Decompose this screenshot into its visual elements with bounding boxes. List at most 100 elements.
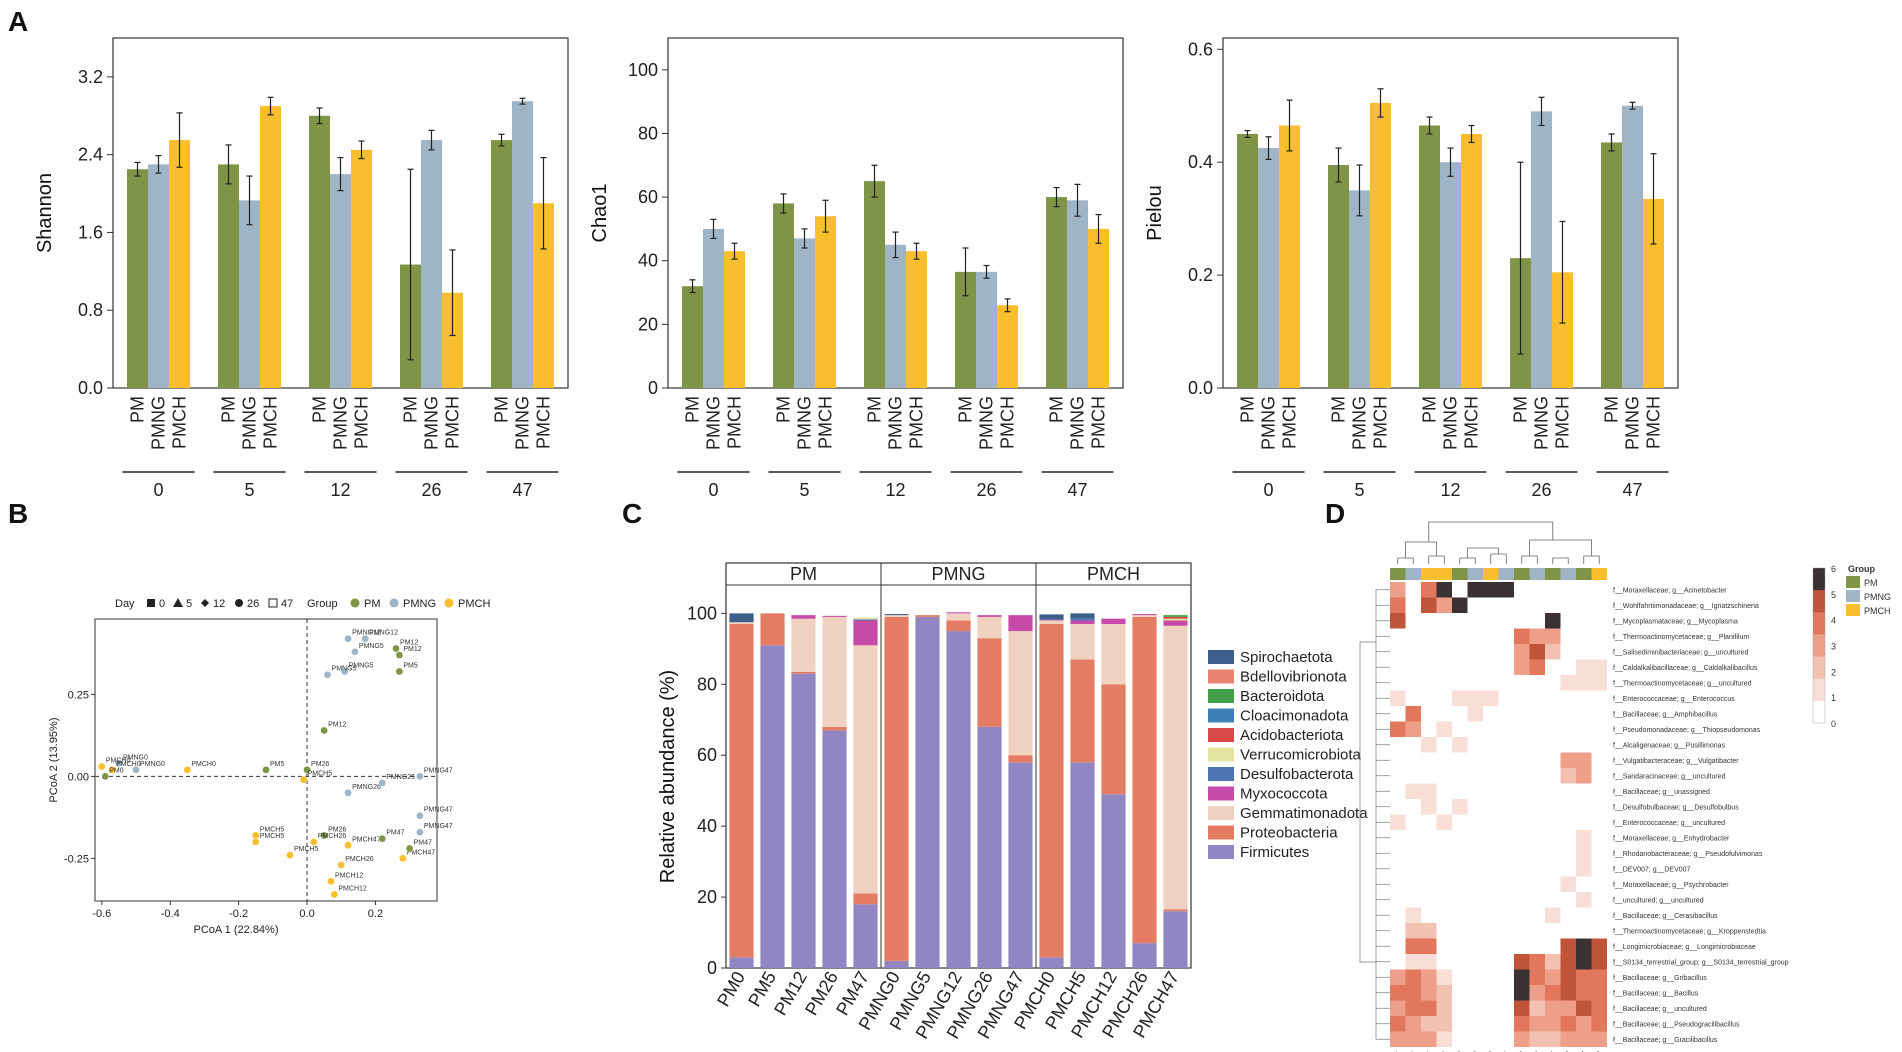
x-group-label: PM — [865, 396, 885, 423]
heatmap-cell — [1514, 1016, 1530, 1032]
bar-pmch — [1461, 133, 1482, 388]
heatmap-cell — [1576, 1016, 1592, 1032]
row-label: f__Bacillaceae; g__Gracilibacillus — [1613, 1037, 1718, 1044]
day-label: 12 — [885, 480, 905, 500]
row-label: f__Salisediminibacteriaceae; g__uncultur… — [1613, 649, 1749, 656]
bar-segment-gemmatimonadota — [1070, 624, 1095, 660]
point-label: PMCH5 — [260, 833, 285, 840]
point-label: PM12 — [328, 721, 346, 728]
chart-stacked-abundance: PM PMNG PMCH 0 20 40 60 80 100 Relative abundance… — [657, 562, 1368, 1042]
bar-segment-proteobacteria — [822, 726, 847, 731]
y-tick-label: 3.2 — [78, 67, 103, 87]
day-label: 26 — [421, 480, 441, 500]
day-label: 5 — [799, 480, 809, 500]
point-label: PM47 — [414, 840, 432, 847]
bar-segment-firmicutes — [791, 673, 816, 968]
bar-segment-bacteroidota — [1163, 615, 1188, 617]
bar-segment-gemmatimonadota — [853, 645, 878, 894]
heatmap-cell — [1421, 985, 1437, 1001]
y-tick-label: 20 — [638, 314, 658, 334]
point-pmng — [344, 634, 352, 643]
heatmap-cell — [1545, 1031, 1561, 1047]
point-pmch — [344, 841, 352, 850]
legend-group-swatch — [1846, 604, 1860, 616]
bar-pmng — [794, 238, 815, 388]
bar-segment-firmicutes — [760, 645, 785, 968]
heatmap-cell — [1405, 923, 1421, 939]
heatmap-cell — [1591, 1000, 1607, 1016]
heatmap-cell — [1560, 1031, 1576, 1047]
bar-pmng — [1258, 148, 1279, 388]
heatmap-cell — [1514, 985, 1530, 1001]
bar-pmch — [1643, 198, 1664, 388]
heatmap-cell — [1560, 954, 1576, 970]
x-group-label: PM — [219, 396, 239, 423]
bar-segment-firmicutes — [1101, 794, 1126, 968]
row-label: f__Vulgatibacteraceae; g__Vulgatibacter — [1613, 758, 1739, 765]
heatmap-cell — [1467, 690, 1483, 706]
bar-pmng — [1622, 105, 1643, 388]
column-group-cell — [1514, 568, 1530, 580]
day-label: 0 — [708, 480, 718, 500]
point-pmch — [299, 775, 308, 784]
bar-segment-firmicutes — [729, 957, 754, 968]
heatmap-cell — [1560, 768, 1576, 784]
heatmap-cell — [1436, 1000, 1452, 1016]
day-label: 47 — [512, 480, 532, 500]
column-label: PM0 — [1451, 1050, 1464, 1052]
bar-pmch — [351, 149, 372, 388]
bar-segment-spirochaetota — [1070, 613, 1095, 619]
row-label: f__Longimicrobiaceae; g__Longimicrobiace… — [1613, 944, 1756, 951]
bar-pm — [1601, 142, 1622, 388]
heatmap-cell — [1436, 985, 1452, 1001]
row-label: f__uncultured; g__uncultured — [1613, 897, 1704, 904]
bar-segment-myxococcota — [791, 615, 816, 619]
bar-segment-gemmatimonadota — [1132, 615, 1157, 617]
x-group-label: PM — [956, 396, 976, 423]
x-group-label: PM — [492, 396, 512, 423]
heatmap-cell — [1514, 659, 1530, 675]
heatmap-cell — [1405, 706, 1421, 722]
y-tick-label: 0.4 — [1188, 152, 1213, 172]
scale-frame — [1812, 567, 1826, 724]
heatmap-cell — [1390, 814, 1406, 830]
heatmap-cell — [1576, 861, 1592, 877]
point-label: PMNG47 — [424, 807, 453, 814]
bar-pmng — [148, 164, 169, 388]
x-group-label: PMCH — [443, 396, 463, 449]
heatmap-cell — [1452, 799, 1468, 815]
scale-label: 2 — [1831, 667, 1836, 677]
bar-segment-myxococcota — [946, 612, 971, 614]
scale-label: 4 — [1831, 616, 1836, 626]
legend-swatch — [1208, 728, 1234, 742]
point-pmch — [108, 765, 116, 774]
heatmap-cell — [1576, 954, 1592, 970]
x-group-label: PM — [1047, 396, 1067, 423]
bar-segment-firmicutes — [1070, 762, 1095, 968]
y-axis-title: PCoA 2 (13.95%) — [48, 718, 60, 803]
bar-segment-proteobacteria — [915, 615, 940, 617]
y-tick-label: 0 — [648, 378, 658, 398]
column-group-cell — [1421, 568, 1437, 580]
x-group-label: PMCH — [352, 396, 372, 449]
heatmap-cell — [1560, 969, 1576, 985]
heatmap-cell — [1576, 892, 1592, 908]
heatmap-cell — [1421, 799, 1437, 815]
heatmap-cell — [1591, 1031, 1607, 1047]
scale-segment — [1813, 678, 1825, 702]
heatmap-cell — [1545, 985, 1561, 1001]
legend-label: Bacteroidota — [1240, 688, 1325, 705]
heatmap-cell — [1560, 1000, 1576, 1016]
row-label: f__Sandaracinaceae; g__uncultured — [1613, 773, 1726, 780]
y-tick-label: 100 — [687, 603, 717, 623]
heatmap-cell — [1405, 969, 1421, 985]
heatmap-cell — [1591, 1016, 1607, 1032]
heatmap-cell — [1514, 644, 1530, 660]
point-pmch — [97, 762, 106, 771]
point-label: PM12 — [403, 646, 421, 653]
day-label: 0 — [153, 480, 163, 500]
dendrogram-branch — [1583, 555, 1600, 564]
legend-day-marker — [235, 599, 243, 607]
